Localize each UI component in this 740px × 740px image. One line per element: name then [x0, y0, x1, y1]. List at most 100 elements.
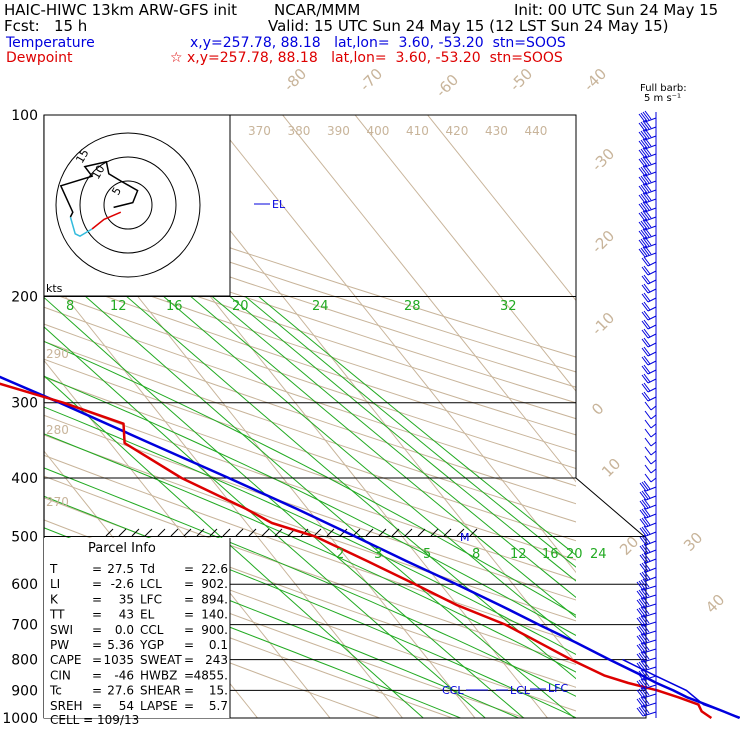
wind-barb-feather	[642, 210, 650, 220]
wind-barb	[647, 387, 657, 393]
parcel-value: 4855.	[194, 668, 228, 682]
parcel-equals: =	[92, 608, 102, 622]
wind-barb-feather	[643, 364, 651, 374]
wind-barb	[645, 549, 657, 555]
hatch-mark	[313, 528, 322, 537]
wind-barb	[645, 576, 657, 582]
parcel-key: K	[50, 592, 59, 606]
dry-adiabat	[44, 227, 576, 404]
wind-barb-feather	[642, 183, 650, 193]
level-annotation: CCL	[442, 684, 464, 697]
init-time: Init: 00 UTC Sun 24 May 15	[514, 1, 719, 19]
mixing-ratio-label: 12	[110, 299, 127, 314]
parcel-equals: =	[184, 592, 194, 606]
parcel-equals: =	[92, 562, 102, 576]
wind-barb	[647, 378, 657, 384]
wind-barb	[644, 189, 657, 195]
temperature-point: x,y=257.78, 88.18 lat,lon= 3.60, -53.20 …	[190, 35, 566, 51]
wind-barb-feather	[640, 633, 648, 643]
dry-adiabat	[44, 306, 576, 487]
wind-barb-feather	[643, 265, 651, 275]
pressure-label: 400	[11, 471, 38, 487]
wind-barb-feather	[644, 446, 652, 456]
wind-barb-feather	[641, 490, 649, 500]
wind-barb	[642, 612, 657, 618]
wind-barb-feather	[640, 606, 648, 616]
dry-adiabat	[44, 454, 576, 643]
wind-barb-feather	[642, 201, 650, 211]
wind-barb	[642, 711, 657, 717]
theta-label: 280	[46, 423, 69, 437]
wind-barb-feather	[641, 311, 649, 321]
wind-barb-feather	[642, 174, 650, 184]
parcel-key: SWEAT	[140, 653, 182, 667]
wind-barb-feather	[644, 419, 652, 429]
level-annotation: M	[460, 531, 470, 544]
wind-barb-feather	[638, 661, 646, 671]
wind-barb-feather	[640, 669, 648, 679]
wind-barb	[647, 396, 657, 402]
mixing-ratio-label: 12	[510, 547, 527, 562]
pressure-label: 200	[11, 290, 38, 306]
hatch-mark	[222, 528, 231, 537]
wind-barb-feather	[644, 209, 652, 219]
temperature-xy: x,y=257.78, 88.18	[190, 35, 321, 51]
wind-barb	[650, 423, 657, 429]
hodograph-ring	[55, 132, 201, 278]
wind-barb	[642, 630, 657, 636]
wind-barb-feather	[639, 509, 647, 519]
wind-barb-feather	[639, 536, 647, 546]
wind-barb-feather	[644, 110, 652, 120]
wind-barb-feather	[642, 165, 650, 175]
wind-barb	[642, 693, 657, 699]
wind-barb-feather	[641, 571, 649, 581]
isotherm-line	[44, 269, 403, 718]
hatch-mark	[105, 528, 114, 537]
dewpoint-latlon: lat,lon= 3.60, -53.20	[331, 50, 481, 66]
pressure-label: 100	[11, 108, 38, 124]
wind-barb-feather	[640, 184, 648, 194]
wind-barb-feather	[640, 678, 648, 688]
wind-barb-feather	[640, 211, 648, 221]
wind-barb-feather	[638, 194, 646, 204]
parcel-equals: =	[184, 562, 194, 576]
wind-barb	[644, 117, 657, 123]
wind-barb-feather	[638, 616, 646, 626]
wind-barb-feather	[644, 437, 652, 447]
wind-barb-feather	[636, 644, 644, 654]
hatch-mark	[157, 528, 166, 537]
hatch-mark	[209, 528, 218, 537]
wind-barb-feather	[638, 239, 646, 249]
hodograph-trace-upper	[59, 160, 139, 218]
mixing-ratio-label: 28	[404, 299, 421, 314]
wind-barb	[650, 414, 657, 420]
hatch-mark	[235, 528, 244, 537]
wind-barb	[642, 585, 657, 591]
level-annotation: LCL	[510, 684, 531, 697]
wind-barb	[650, 450, 657, 456]
wind-barb-feather	[642, 623, 650, 633]
parcel-value: 1035	[103, 653, 134, 667]
hodograph-box	[43, 114, 231, 297]
wind-barb-feather	[642, 192, 650, 202]
mixing-ratio-label: 5	[423, 547, 431, 562]
wind-barb-feather	[641, 392, 649, 402]
dry-adiabat	[44, 475, 576, 666]
parcel-key: LCL	[140, 577, 162, 591]
wind-barb-feather	[641, 284, 649, 294]
mixing-ratio-label: 2	[336, 547, 344, 562]
temperature-latlon: lat,lon= 3.60, -53.20	[334, 35, 484, 51]
wind-barb-feather	[640, 597, 648, 607]
wind-barb-feather	[638, 167, 646, 177]
hatch-mark	[443, 528, 452, 537]
parcel-key: HWBZ	[140, 668, 177, 682]
wind-barb-feather	[638, 688, 646, 698]
parcel-key: SWI	[50, 623, 73, 637]
wind-barb	[644, 180, 657, 186]
wind-barb-feather	[644, 245, 652, 255]
hodograph-ring	[103, 180, 153, 230]
wind-barb-feather	[638, 652, 646, 662]
theta-label: 430	[485, 124, 508, 138]
parcel-key: Td	[139, 562, 155, 576]
wind-barb-feather	[640, 238, 648, 248]
